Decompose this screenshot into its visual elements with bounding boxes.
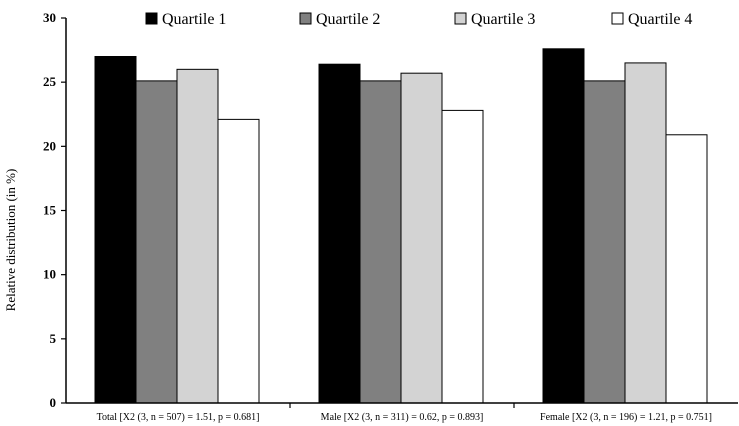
legend-swatch [611,12,624,25]
y-tick-label: 25 [43,74,57,89]
x-category-label: Male [X2 (3, n = 311) = 0.62, p = 0.893] [321,412,484,423]
legend-label: Quartile 2 [316,11,380,28]
bar-4-1 [217,118,260,404]
bar-3-1 [176,68,219,404]
y-axis: 0 5 10 15 20 25 30 [43,10,67,410]
legend-swatch [454,12,467,25]
bar-3-3 [624,62,667,404]
legend-swatch [299,12,312,25]
y-tick-label: 20 [43,138,56,153]
legend-label: Quartile 1 [162,11,226,28]
bar-2-3 [583,80,626,404]
bars [94,48,708,404]
x-category-label: Total [X2 (3, n = 507) = 1.51, p = 0.681… [97,412,260,423]
y-tick-label: 5 [50,331,57,346]
y-axis-label: Relative distribution (in %) [3,169,18,312]
y-tick-label: 0 [50,395,57,410]
bar-1-2 [318,63,361,404]
bar-4-2 [441,109,484,404]
bar-2-2 [359,80,402,404]
legend-label: Quartile 3 [471,11,535,28]
legend-label: Quartile 4 [628,11,692,28]
x-category-label: Female [X2 (3, n = 196) = 1.21, p = 0.75… [540,412,712,423]
bar-3-2 [400,72,443,404]
bar-1-1 [94,56,137,404]
legend-swatch [145,12,158,25]
legend: Quartile 1 Quartile 2 Quartile 3 Quartile 4 [145,11,692,28]
bar-1-3 [542,48,585,404]
y-tick-label: 30 [43,10,56,25]
bar-4-3 [665,134,708,404]
x-axis: Total [X2 (3, n = 507) = 1.51, p = 0.681… [66,402,738,423]
bar-2-1 [135,80,178,404]
y-tick-label: 10 [43,267,56,282]
y-tick-label: 15 [43,203,57,218]
